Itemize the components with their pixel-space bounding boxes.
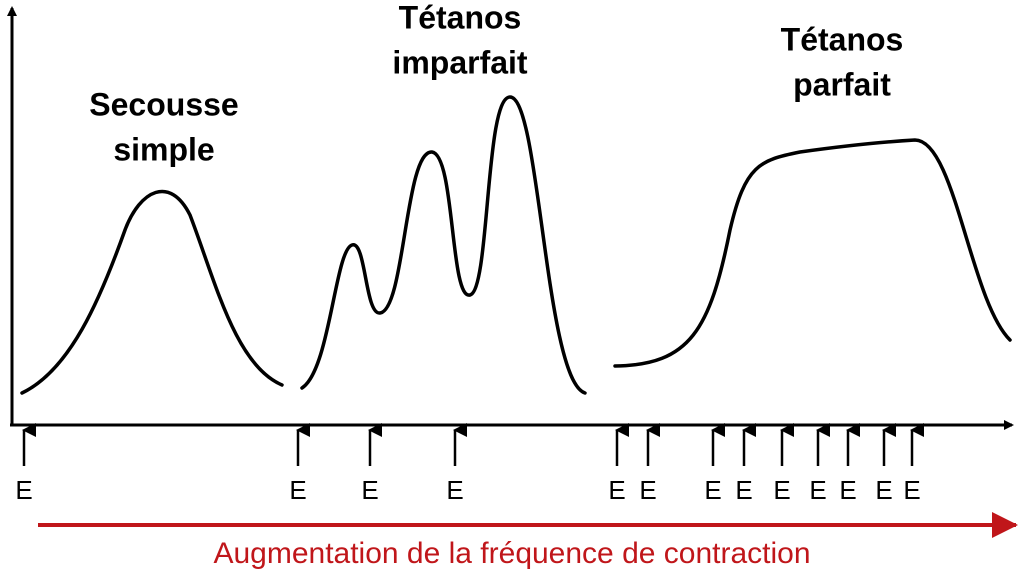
stimulus-label: E: [289, 475, 306, 505]
stimulus-label: E: [875, 475, 892, 505]
stimulus-label: E: [839, 475, 856, 505]
panel-title: Secousse: [89, 86, 238, 122]
stimulus-label: E: [903, 475, 920, 505]
panel-title: imparfait: [392, 44, 527, 80]
panel-title: simple: [113, 131, 214, 167]
stimulus-label: E: [639, 475, 656, 505]
stimulus-label: E: [735, 475, 752, 505]
stimulus-label: E: [809, 475, 826, 505]
stimulus-label: E: [608, 475, 625, 505]
stimulus-label: E: [15, 475, 32, 505]
stimulus-label: E: [704, 475, 721, 505]
twitch-curve: [20, 189, 284, 395]
complete-tetanus-curve: [613, 138, 1012, 368]
x-axis-label: Augmentation de la fréquence de contract…: [213, 537, 810, 570]
incomplete-tetanus-curve: [300, 95, 587, 395]
stimulus-label: E: [773, 475, 790, 505]
panel-title: Tétanos: [399, 0, 522, 35]
panel-title: Tétanos: [781, 21, 904, 57]
panel-title: parfait: [793, 66, 891, 102]
stimulus-label: E: [361, 475, 378, 505]
stimulus-label: E: [446, 475, 463, 505]
